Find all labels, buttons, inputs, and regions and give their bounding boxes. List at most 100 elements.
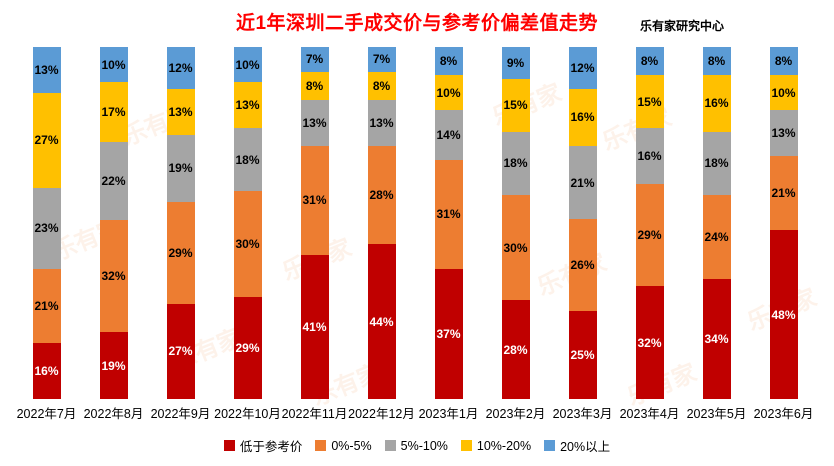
legend-label: 低于参考价 <box>239 440 303 454</box>
bar-column: 28% 30% 18% 15% 9% <box>482 47 549 399</box>
stacked-bar: 32% 29% 16% 15% 8% <box>635 47 664 399</box>
x-axis-label: 2023年2月 <box>485 407 546 421</box>
bar-segment: 10% <box>434 75 463 111</box>
bar-segment: 8% <box>769 47 798 76</box>
stacked-bar: 41% 31% 13% 8% 7% <box>300 47 329 399</box>
legend-item: 0%-5% <box>315 439 372 453</box>
bar-segment: 19% <box>99 332 128 399</box>
bar-segment: 24% <box>702 194 731 280</box>
bar-segment: 13% <box>166 89 195 136</box>
bar-column: 41% 31% 13% 8% 7% <box>281 47 348 399</box>
bar-segment: 32% <box>99 219 128 333</box>
legend-item: 5%-10% <box>384 438 448 453</box>
bar-segment: 22% <box>99 142 128 220</box>
legend-label: 10%-20% <box>476 438 532 453</box>
bar-segment: 8% <box>434 47 463 76</box>
bar-segment: 8% <box>702 47 731 76</box>
bar-segment: 30% <box>233 191 262 297</box>
legend-swatch <box>315 440 327 451</box>
stacked-bar: 44% 28% 13% 8% 7% <box>367 47 396 399</box>
stacked-bar: 19% 32% 22% 17% 10% <box>99 47 128 399</box>
bar-segment: 32% <box>635 286 664 399</box>
bar-column: 19% 32% 22% 17% 10% <box>80 47 147 399</box>
bar-segment: 21% <box>568 145 597 220</box>
bar-segment: 8% <box>300 71 329 100</box>
bar-segment: 13% <box>300 99 329 146</box>
legend-item: 低于参考价 <box>223 436 303 455</box>
bar-segment: 8% <box>635 47 664 76</box>
bar-segment: 30% <box>501 194 530 301</box>
chart-legend: 低于参考价 0%-5% 5%-10% 10%-20% 20%以上 <box>0 436 834 455</box>
bar-segment: 18% <box>702 131 731 195</box>
bar-segment: 18% <box>501 131 530 195</box>
x-axis-label: 2023年4月 <box>619 407 680 421</box>
bar-segment: 10% <box>769 75 798 111</box>
stacked-bar: 29% 30% 18% 13% 10% <box>233 47 262 399</box>
bar-segment: 37% <box>434 268 463 399</box>
bar-segment: 28% <box>367 145 396 245</box>
bar-segment: 15% <box>501 78 530 132</box>
bar-segment: 34% <box>702 279 731 399</box>
bar-segment: 23% <box>32 187 61 269</box>
x-axis-label: 2023年3月 <box>552 407 613 421</box>
legend-swatch <box>460 440 472 451</box>
legend-swatch <box>384 440 396 451</box>
x-axis-label: 2022年7月 <box>16 407 77 421</box>
bar-segment: 31% <box>434 159 463 269</box>
bar-segment: 44% <box>367 244 396 399</box>
bar-segment: 29% <box>635 184 664 287</box>
bar-segment: 16% <box>568 89 597 146</box>
bar-segment: 41% <box>300 254 329 399</box>
bar-segment: 27% <box>32 92 61 188</box>
x-axis-label: 2022年10月 <box>214 407 281 421</box>
bar-segment: 7% <box>367 47 396 72</box>
bar-column: 16% 21% 23% 27% 13% <box>13 47 80 399</box>
bar-column: 44% 28% 13% 8% 7% <box>348 47 415 399</box>
bar-segment: 28% <box>501 300 530 399</box>
legend-label: 20%以上 <box>560 440 611 454</box>
bar-segment: 16% <box>702 75 731 132</box>
bar-segment: 16% <box>32 342 61 399</box>
x-axis-label: 2022年12月 <box>348 407 415 421</box>
bar-segment: 19% <box>166 135 195 202</box>
bar-column: 25% 26% 21% 16% 12% <box>549 47 616 399</box>
bar-column: 48% 21% 13% 10% 8% <box>750 47 817 399</box>
stacked-bar: 34% 24% 18% 16% 8% <box>702 47 731 399</box>
bar-segment: 7% <box>300 47 329 72</box>
stacked-bar: 37% 31% 14% 10% 8% <box>434 47 463 399</box>
bar-segment: 12% <box>568 47 597 90</box>
bar-segment: 14% <box>434 110 463 160</box>
bar-segment: 8% <box>367 71 396 100</box>
bar-segment: 10% <box>99 47 128 83</box>
bar-segment: 31% <box>300 145 329 255</box>
bar-segment: 26% <box>568 219 597 311</box>
bar-segment: 29% <box>166 201 195 304</box>
stacked-bar: 28% 30% 18% 15% 9% <box>501 47 530 399</box>
bar-column: 27% 29% 19% 13% 12% <box>147 47 214 399</box>
stacked-bar: 48% 21% 13% 10% 8% <box>769 47 798 399</box>
bar-segment: 25% <box>568 311 597 399</box>
x-axis-label: 2022年9月 <box>150 407 211 421</box>
bar-segment: 21% <box>32 268 61 343</box>
bar-segment: 13% <box>233 82 262 128</box>
bar-segment: 48% <box>769 230 798 399</box>
bar-segment: 12% <box>166 47 195 90</box>
x-axis-label: 2022年8月 <box>83 407 144 421</box>
legend-swatch <box>544 440 556 451</box>
bar-column: 32% 29% 16% 15% 8% <box>616 47 683 399</box>
source-label: 乐有家研究中心 <box>640 19 725 33</box>
x-axis-labels: 2022年7月 2022年8月 2022年9月 2022年10月 2022年11月 202… <box>13 403 817 422</box>
bar-segment: 18% <box>233 127 262 192</box>
legend-item: 20%以上 <box>544 436 610 455</box>
bar-segment: 9% <box>501 47 530 79</box>
bar-segment: 17% <box>99 82 128 143</box>
bar-column: 29% 30% 18% 13% 10% <box>214 47 281 399</box>
bar-segment: 16% <box>635 127 664 185</box>
bar-column: 34% 24% 18% 16% 8% <box>683 47 750 399</box>
bar-segment: 13% <box>32 47 61 93</box>
bar-segment: 13% <box>769 110 798 157</box>
legend-item: 10%-20% <box>460 438 532 453</box>
legend-label: 5%-10% <box>400 438 448 453</box>
legend-swatch <box>223 440 235 451</box>
